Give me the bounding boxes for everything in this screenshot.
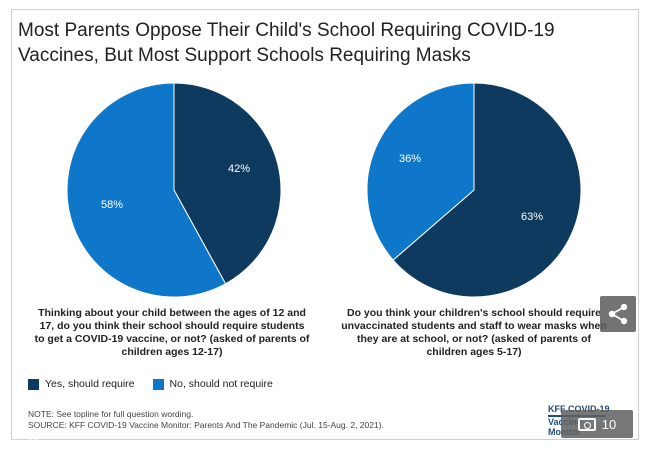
pie-slice-yes — [173, 82, 282, 285]
question-masks: Do you think your children's school shou… — [341, 307, 607, 358]
image-credit: © KFF — [12, 438, 39, 448]
legend-label-yes: Yes, should require — [45, 378, 135, 390]
pie-label-no: 58% — [101, 199, 123, 211]
pie-label-yes: 63% — [521, 211, 543, 223]
video-gallery-button[interactable]: 10 — [561, 410, 633, 438]
share-button[interactable] — [600, 296, 636, 332]
note-text: NOTE: See topline for full question word… — [28, 409, 194, 419]
legend-item-yes: Yes, should require — [28, 378, 135, 390]
pie-chart-vaccine: 42% 58% — [66, 82, 282, 298]
video-count: 10 — [601, 416, 617, 432]
chart-title: Most Parents Oppose Their Child's School… — [18, 20, 555, 66]
share-icon — [608, 303, 628, 325]
legend: Yes, should require No, should not requi… — [28, 378, 273, 390]
question-vaccine: Thinking about your child between the ag… — [34, 307, 310, 358]
video-camera-icon — [577, 417, 596, 431]
pie-slice-no — [366, 82, 475, 261]
pie-label-no: 36% — [399, 153, 421, 165]
source-text: SOURCE: KFF COVID-19 Vaccine Monitor: Pa… — [28, 420, 384, 430]
pie-slice-yes — [392, 82, 582, 298]
legend-swatch-yes — [28, 378, 39, 390]
pie-chart-masks: 63% 36% — [366, 82, 582, 298]
legend-swatch-no — [152, 378, 164, 390]
legend-label-no: No, should not require — [169, 378, 273, 390]
legend-item-no: No, should not require — [152, 378, 273, 390]
footnotes: NOTE: See topline for full question word… — [28, 409, 384, 431]
pie-label-yes: 42% — [228, 163, 250, 175]
pie-slice-no — [66, 82, 227, 298]
kff-logo-line1: KFF COVID-19 — [548, 404, 610, 414]
